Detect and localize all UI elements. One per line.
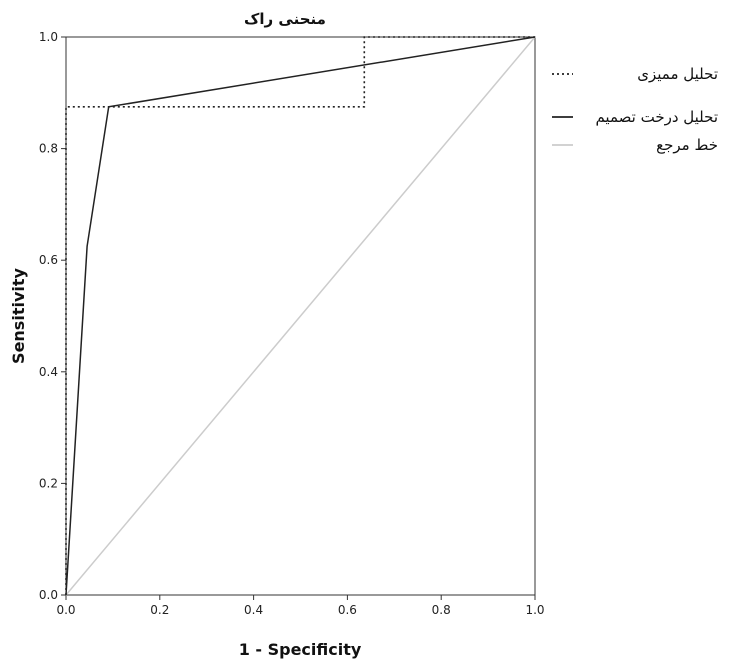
series-line-0 [65,36,535,595]
x-tick-label: 0.4 [244,603,263,617]
y-tick-label: 0.2 [39,476,58,490]
legend-label-0: تحلیل ممیزی [637,65,718,83]
y-tick-label: 0.0 [39,588,58,602]
series-line-1 [65,36,536,596]
y-tick-label: 1.0 [39,30,58,44]
legend: تحلیل ممیزی تحلیل درخت تصمیم خط مرجع [552,65,718,154]
y-axis-title: Sensitivity [9,267,28,363]
series-layer [65,36,536,596]
chart-title: منحنی راک [244,10,326,28]
x-tick-label: 0.8 [432,603,451,617]
y-tick-label: 0.6 [39,253,58,267]
y-tick-label: 0.4 [39,365,58,379]
y-tick-label: 0.8 [39,142,58,156]
y-axis-ticks: 0.0 0.2 0.4 0.6 0.8 1.0 [39,30,66,602]
plot-frame [65,36,536,596]
x-tick-label: 0.0 [56,603,75,617]
x-axis-ticks: 0.0 0.2 0.4 0.6 0.8 1.0 [56,595,545,617]
x-axis-title: 1 - Specificity [239,640,362,659]
series-line-2 [65,36,536,596]
legend-label-2: خط مرجع [656,136,718,154]
x-tick-label: 0.6 [338,603,357,617]
x-tick-label: 1.0 [525,603,544,617]
legend-label-1: تحلیل درخت تصمیم [595,108,718,126]
x-tick-label: 0.2 [150,603,169,617]
